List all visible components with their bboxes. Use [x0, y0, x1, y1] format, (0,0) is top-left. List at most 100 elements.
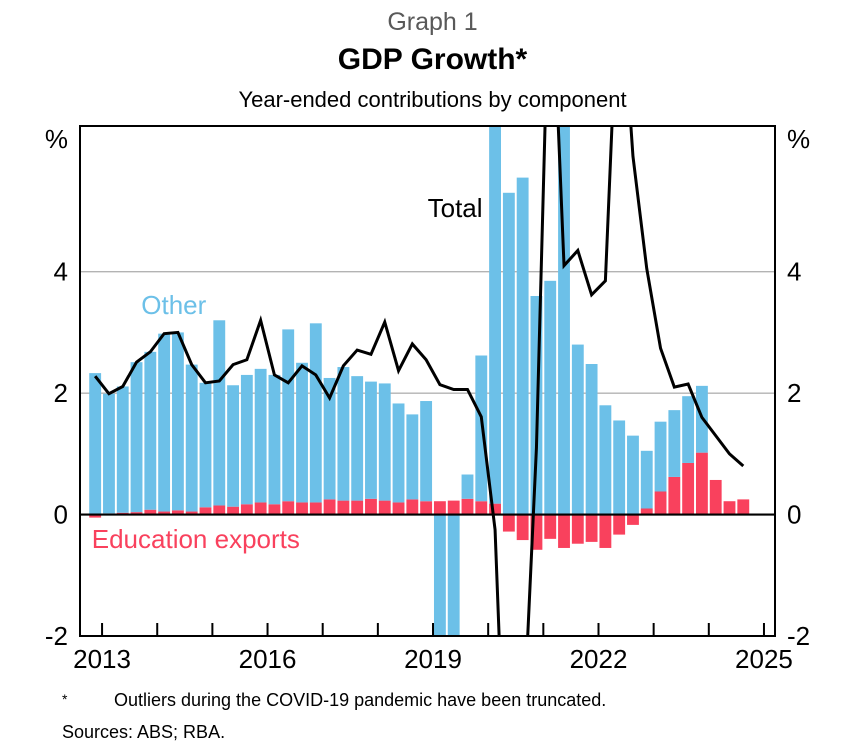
bar-segment-education-exports [213, 505, 226, 515]
bar-segment-other [365, 381, 377, 499]
footnote-marker: * [62, 691, 68, 707]
y-tick-label-left: -2 [45, 621, 68, 651]
bar-segment-other [599, 405, 612, 515]
bar-segment-education-exports [240, 504, 253, 515]
bar-segment-other [392, 403, 405, 503]
bar-segment-other [89, 373, 102, 515]
bar-segment-other [268, 374, 281, 505]
axis-layer [79, 125, 776, 637]
x-tick-label: 2022 [570, 644, 628, 674]
bar-segment-other [103, 393, 115, 514]
total-line-layer [93, 126, 745, 636]
total-line [93, 126, 745, 636]
bar-segment-other [654, 421, 667, 492]
bar-segment-education-exports [682, 462, 695, 515]
bar-segment-education-exports [144, 509, 157, 515]
chart-subtitle: Year-ended contributions by component [238, 87, 627, 112]
bar-segment-education-exports [599, 514, 612, 548]
bar-segment-other [144, 351, 157, 510]
bar-segment-education-exports [475, 501, 488, 515]
bar-segment-education-exports [323, 499, 336, 515]
y-tick-label-left: 2 [54, 378, 68, 408]
bar-segment-education-exports [571, 514, 584, 544]
bar-segment-education-exports [158, 511, 171, 515]
footnote-row: * Outliers during the COVID-19 pandemic … [62, 688, 852, 712]
bar-segment-education-exports [337, 500, 350, 515]
y-tick-label-right: 0 [787, 500, 801, 530]
bar-segment-other [282, 329, 295, 502]
gdp-growth-chart: 4 4 2 2 0 0 -2 -2% % 2013 2016 2019 2022 2025 Total Oth… [45, 124, 810, 674]
bar-segment-other [116, 386, 129, 513]
y-tick-label-right: 2 [787, 378, 801, 408]
x-tick-label: 2019 [404, 644, 462, 674]
bar-segment-education-exports [378, 500, 391, 515]
y-axis-unit-left: % [45, 124, 68, 154]
bar-segment-other [213, 320, 226, 506]
bar-segment-other [585, 364, 598, 515]
bar-segment-other [378, 383, 391, 501]
bar-segment-other [323, 377, 336, 500]
bar-segment-other [627, 435, 639, 515]
bar-segment-other [337, 367, 350, 501]
bar-segment-other [447, 514, 460, 636]
bar-segment-other [640, 450, 653, 509]
bar-segment-other [516, 177, 529, 515]
bar-segment-other [571, 344, 584, 515]
bar-segment-education-exports [558, 514, 570, 548]
page-title: GDP Growth* [337, 43, 528, 76]
bar-segment-education-exports [89, 514, 102, 518]
bar-segment-education-exports [461, 498, 474, 515]
bar-segment-education-exports [309, 502, 322, 515]
sources-text: Sources: ABS; RBA. [62, 722, 226, 743]
bar-segment-education-exports [723, 501, 736, 515]
bar-segment-education-exports [420, 501, 433, 515]
bar-segment-other [296, 362, 308, 503]
plot-frame [79, 125, 776, 637]
bar-segment-education-exports [351, 500, 364, 515]
bar-segment-other [489, 126, 501, 504]
bar-segment-other [199, 382, 212, 508]
bar-segment-other [433, 514, 446, 636]
bar-segment-other [544, 280, 557, 515]
bar-segment-education-exports [433, 501, 446, 515]
bar-segment-education-exports [282, 501, 295, 515]
bar-segment-education-exports [171, 510, 184, 515]
bar-segment-education-exports [627, 514, 639, 525]
bar-segment-education-exports [502, 514, 515, 532]
bar-segment-other [240, 374, 253, 505]
bar-segment-other [158, 333, 171, 512]
bar-segment-other [309, 323, 322, 503]
annotation-total: Total [428, 193, 483, 223]
x-tick-label: 2025 [735, 644, 793, 674]
bar-segment-education-exports [447, 500, 460, 515]
annotation-other: Other [141, 290, 206, 320]
bar-segment-other [461, 474, 474, 499]
bar-segment-other [130, 362, 143, 513]
bar-segment-other [351, 376, 364, 501]
y-tick-label-left: 4 [54, 257, 68, 287]
bar-segment-other [682, 396, 695, 463]
bar-segment-education-exports [709, 479, 722, 515]
x-tick-label: 2013 [73, 644, 131, 674]
y-tick-label-right: 4 [787, 257, 801, 287]
y-tick-label-left: 0 [54, 500, 68, 530]
bar-segment-other [185, 364, 198, 512]
bar-segment-education-exports [695, 452, 708, 515]
bar-segment-education-exports [654, 491, 667, 515]
bar-segment-other [171, 332, 184, 511]
footnote-text: Outliers during the COVID-19 pandemic ha… [114, 690, 607, 710]
bar-segment-education-exports [185, 511, 198, 515]
annotation-education-exports: Education exports [92, 524, 300, 554]
bar-segment-education-exports [392, 502, 405, 515]
bar-segment-other [406, 414, 419, 500]
bar-segment-education-exports [130, 512, 143, 515]
graph-number: Graph 1 [387, 8, 478, 36]
bar-segment-education-exports [585, 514, 598, 542]
bar-segment-education-exports [640, 508, 653, 515]
bar-segment-other [227, 385, 239, 507]
bar-segment-education-exports [737, 499, 750, 515]
bar-segment-education-exports [516, 514, 529, 541]
bar-segment-education-exports [296, 502, 308, 515]
bar-segment-education-exports [544, 514, 557, 539]
